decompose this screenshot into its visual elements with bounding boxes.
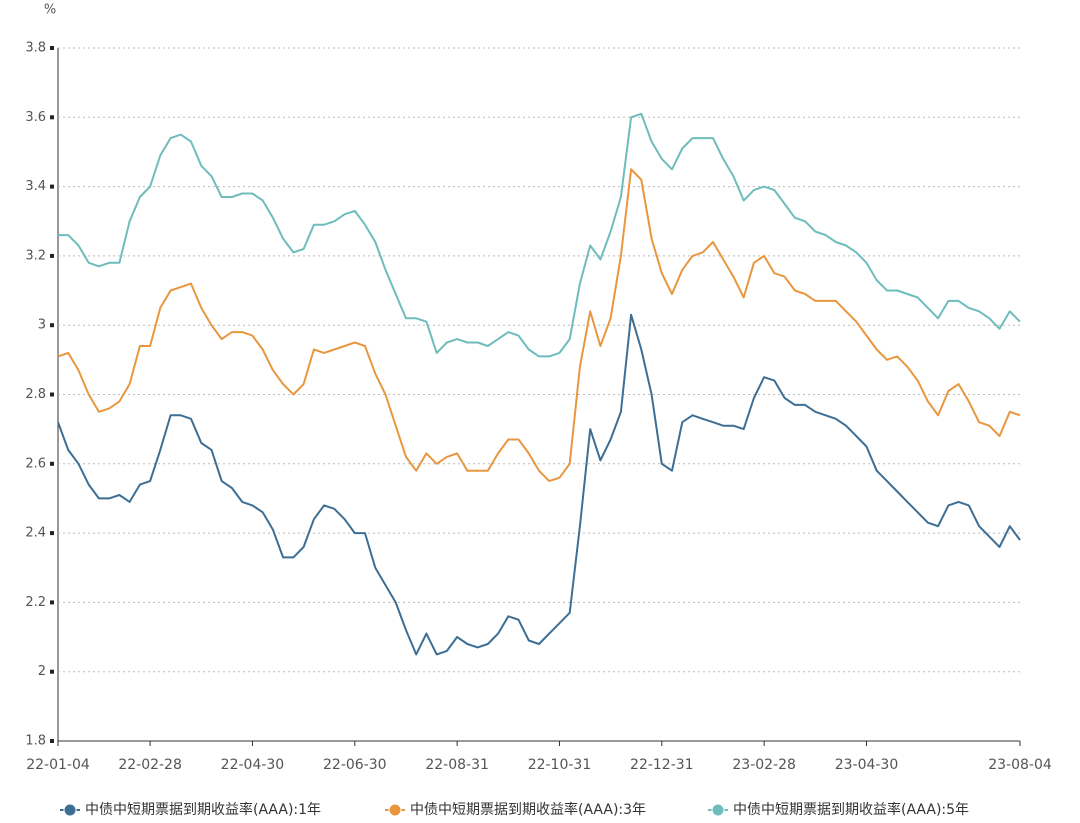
y-tick-mark — [50, 531, 54, 536]
y-tick-label: 2 — [38, 664, 46, 679]
legend-marker — [388, 803, 402, 817]
legend-marker — [63, 803, 77, 817]
y-tick-label: 2.8 — [25, 387, 46, 402]
y-tick-mark — [50, 323, 54, 328]
series-line — [58, 112, 1021, 358]
y-tick-label: 2.6 — [25, 456, 46, 471]
y-tick-label: 3.6 — [25, 110, 46, 125]
x-tick-label: 22-04-30 — [221, 757, 285, 773]
x-tick-label: 23-04-30 — [835, 757, 899, 773]
legend-marker — [711, 803, 725, 817]
x-tick-label: 23-02-28 — [732, 757, 796, 773]
x-tick-label: 22-08-31 — [425, 757, 489, 773]
legend-label: 中债中短期票据到期收益率(AAA):1年 — [85, 801, 321, 818]
y-tick-mark — [50, 253, 54, 258]
series-line — [57, 313, 1021, 656]
y-tick-label: 2.4 — [25, 526, 46, 541]
y-tick-label: 1.8 — [25, 734, 46, 749]
y-tick-mark — [50, 46, 54, 50]
y-tick-mark — [50, 600, 54, 605]
y-tick-label: 3.8 — [25, 41, 46, 56]
y-tick-label: 2.2 — [25, 595, 46, 610]
legend-label: 中债中短期票据到期收益率(AAA):3年 — [410, 801, 646, 818]
y-tick-mark — [50, 392, 54, 397]
x-tick-label: 23-08-04 — [988, 757, 1052, 773]
x-tick-label: 22-02-28 — [118, 757, 182, 773]
y-tick-mark — [50, 184, 54, 189]
y-tick-mark — [50, 115, 54, 120]
y-tick-label: 3 — [38, 318, 46, 333]
series-line — [57, 168, 1021, 483]
x-tick-label: 22-01-04 — [26, 757, 90, 773]
legend-label: 中债中短期票据到期收益率(AAA):5年 — [733, 801, 969, 818]
y-tick-label: 3.2 — [25, 248, 46, 263]
x-tick-label: 22-10-31 — [528, 757, 592, 773]
y-tick-label: 3.4 — [25, 179, 46, 194]
y-unit: % — [44, 3, 56, 18]
y-tick-mark — [50, 669, 54, 674]
y-tick-mark — [50, 739, 54, 743]
x-tick-label: 22-06-30 — [323, 757, 387, 773]
y-tick-mark — [50, 461, 54, 466]
x-tick-label: 22-12-31 — [630, 757, 694, 773]
